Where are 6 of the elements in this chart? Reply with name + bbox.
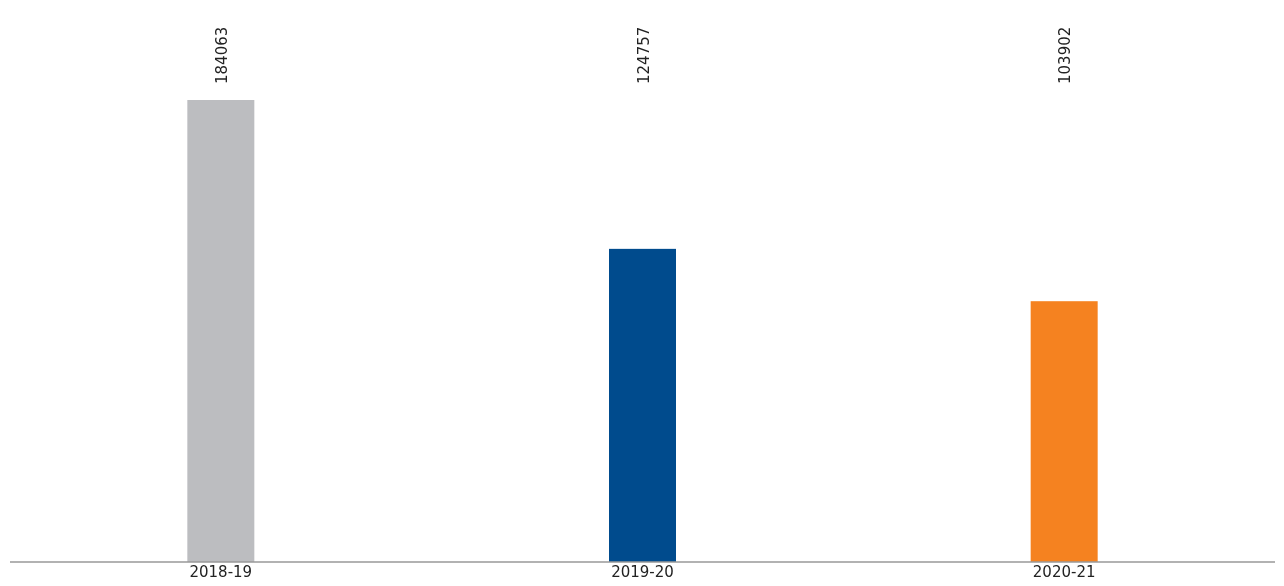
data-label: 124757	[634, 26, 653, 84]
x-tick-label: 2018-19	[189, 563, 253, 582]
data-label: 103902	[1056, 26, 1075, 84]
x-tick-label: 2020-21	[1032, 563, 1096, 582]
data-label: 184063	[212, 26, 231, 84]
x-tick-label: 2019-20	[611, 563, 674, 582]
